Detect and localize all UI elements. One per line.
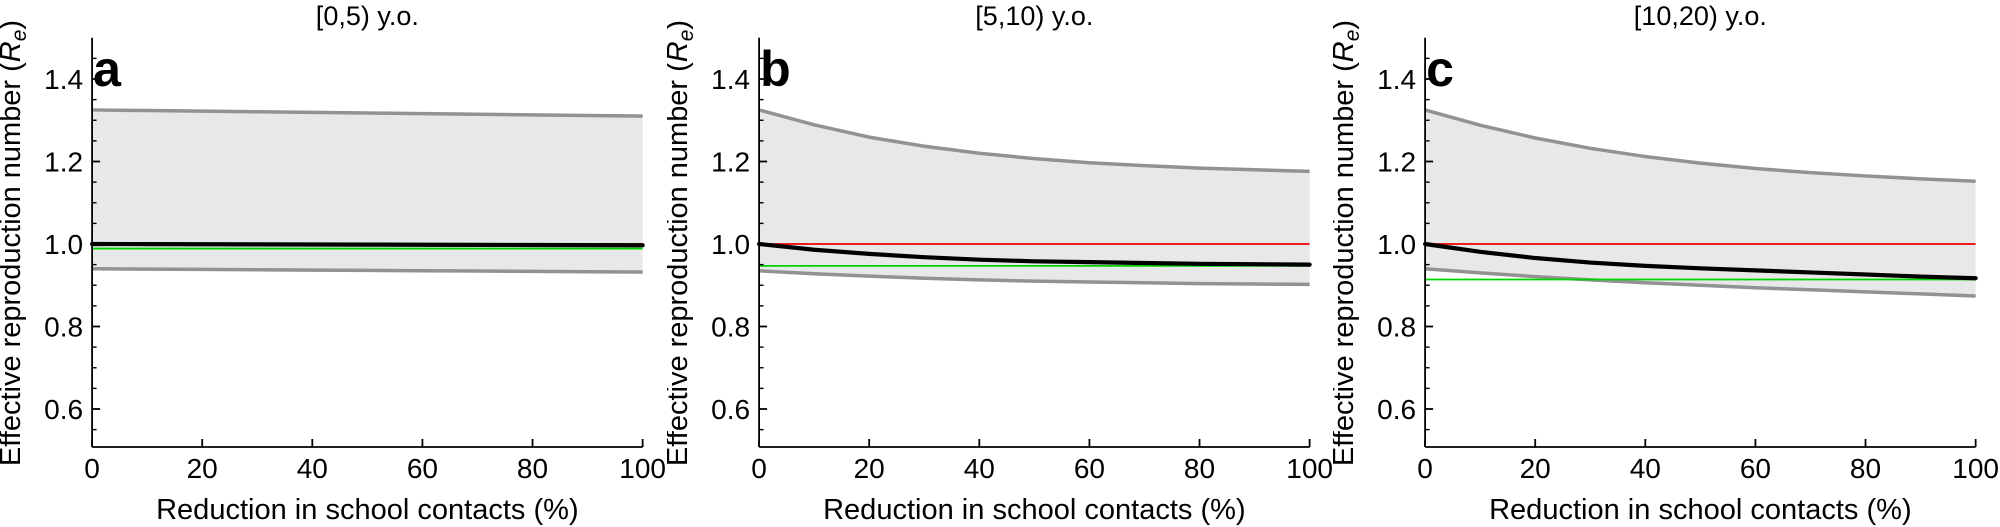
panel-title: [0,5) y.o.: [316, 1, 419, 31]
confidence-band: [92, 109, 643, 273]
x-tick-label: 80: [517, 453, 548, 484]
y-tick-label: 0.8: [711, 312, 750, 343]
x-tick-label: 100: [1953, 453, 2000, 484]
x-axis-label: Reduction in school contacts (%): [156, 494, 579, 526]
confidence-band-upper-edge: [1424, 108, 1977, 184]
x-tick-label: 100: [1286, 453, 1333, 484]
confidence-band-upper-edge: [92, 108, 643, 118]
x-tick-label: 60: [1073, 453, 1104, 484]
median-line: [756, 241, 1312, 267]
y-axis-label: Effective reproduction number (Re): [667, 20, 698, 466]
y-tick-label: 0.8: [1377, 312, 1416, 343]
y-tick-label: 1.4: [711, 64, 750, 95]
chart-svg-b: 0 20 40 60 80 100 0.6 0.8 1.0 1.2 1.4 [5,10) y.o. b R…: [667, 1, 1333, 526]
x-tick-label: 20: [853, 453, 884, 484]
x-tick-label: 0: [84, 453, 100, 484]
y-axis-label: Effective reproduction number (Re): [1333, 20, 1364, 466]
y-tick-label: 1.2: [1377, 147, 1416, 178]
axes: [91, 37, 643, 448]
panel-letter: c: [1426, 41, 1454, 97]
x-tick-label: 100: [619, 453, 666, 484]
x-axis: 0 20 40 60 80 100: [84, 439, 666, 484]
y-tick-label: 0.6: [1377, 394, 1416, 425]
x-axis: 0 20 40 60 80 100: [1418, 439, 2000, 484]
y-tick-label: 1.0: [44, 229, 83, 260]
x-axis-label: Reduction in school contacts (%): [823, 494, 1246, 526]
x-tick-label: 20: [187, 453, 218, 484]
panel-letter: a: [93, 41, 122, 97]
panel-letter: b: [760, 41, 791, 97]
x-tick-label: 60: [407, 453, 438, 484]
chart-svg-c: 0 20 40 60 80 100 0.6 0.8 1.0 1.2 1.4 [10,20) y.o. c…: [1333, 1, 2000, 526]
x-tick-label: 40: [297, 453, 328, 484]
axes: [1424, 37, 1976, 448]
y-tick-label: 1.2: [44, 147, 83, 178]
x-tick-label: 0: [1418, 453, 1434, 484]
median-line: [89, 241, 645, 248]
y-axis: 0.6 0.8 1.0 1.2 1.4: [44, 57, 101, 431]
panel-b: 0 20 40 60 80 100 0.6 0.8 1.0 1.2 1.4 [5,10) y.o. b R…: [667, 0, 1334, 527]
median-line: [1423, 241, 1979, 281]
confidence-band: [758, 109, 1310, 285]
y-axis: 0.6 0.8 1.0 1.2 1.4: [711, 57, 767, 431]
x-tick-label: 60: [1740, 453, 1771, 484]
panel-title: [10,20) y.o.: [1634, 1, 1767, 31]
x-axis: 0 20 40 60 80 100: [751, 439, 1333, 484]
x-tick-label: 80: [1184, 453, 1215, 484]
y-axis: 0.6 0.8 1.0 1.2 1.4: [1377, 57, 1434, 431]
y-axis-label: Effective reproduction number (Re): [0, 20, 31, 466]
confidence-band-lower-edge: [92, 267, 643, 274]
x-axis-label: Reduction in school contacts (%): [1489, 494, 1912, 526]
panel-c: 0 20 40 60 80 100 0.6 0.8 1.0 1.2 1.4 [10,20) y.o. c…: [1333, 0, 2000, 527]
confidence-band: [1425, 109, 1976, 296]
chart-svg-a: 0 20 40 60 80 100 0.6 0.8 1.0 1.2 1.4 [0,5) y.o. a Re…: [0, 1, 666, 526]
y-tick-label: 1.2: [711, 147, 750, 178]
y-tick-label: 0.6: [44, 394, 83, 425]
y-tick-label: 1.4: [44, 64, 83, 95]
panel-title: [5,10) y.o.: [975, 1, 1093, 31]
y-tick-label: 0.6: [711, 394, 750, 425]
x-tick-label: 20: [1520, 453, 1551, 484]
y-tick-label: 1.0: [711, 229, 750, 260]
x-tick-label: 80: [1850, 453, 1881, 484]
confidence-band-upper-edge: [758, 108, 1310, 174]
y-tick-label: 1.4: [1377, 64, 1416, 95]
x-tick-label: 40: [963, 453, 994, 484]
y-tick-label: 1.0: [1377, 229, 1416, 260]
y-tick-label: 0.8: [44, 312, 83, 343]
confidence-band-lower-edge: [1425, 267, 1977, 298]
confidence-band-lower-edge: [758, 269, 1310, 287]
x-tick-label: 40: [1630, 453, 1661, 484]
panel-a: 0 20 40 60 80 100 0.6 0.8 1.0 1.2 1.4 [0,5) y.o. a Re…: [0, 0, 667, 527]
x-tick-label: 0: [751, 453, 767, 484]
axes: [757, 37, 1310, 448]
